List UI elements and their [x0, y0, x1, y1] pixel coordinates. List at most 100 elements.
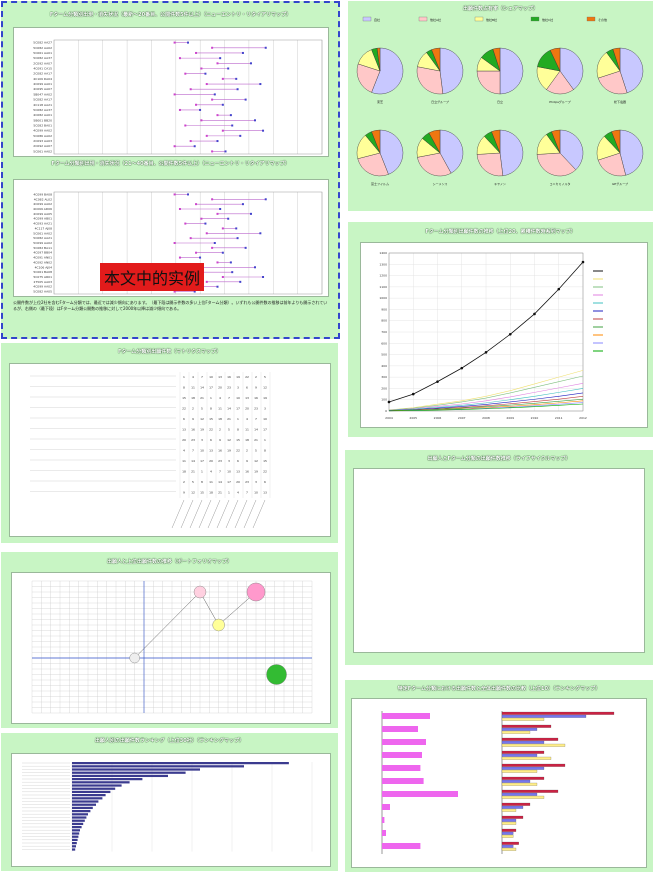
left-bar — [382, 752, 422, 758]
start-marker — [184, 73, 186, 75]
pie-label: GEグループ — [612, 181, 628, 186]
matrix-cell: 10 — [254, 491, 258, 495]
col-leader — [199, 500, 211, 528]
x-tick: 2007 — [458, 416, 466, 420]
end-marker — [250, 213, 252, 215]
matrix-cell: 9 — [183, 491, 185, 495]
y-tick: 800 — [381, 319, 387, 323]
pie-label: 東芝 — [377, 99, 383, 104]
start-marker — [222, 130, 224, 132]
matrix-cell: 10 — [263, 417, 267, 421]
matrix-cell: 23 — [245, 480, 249, 484]
matrix-cell: 6 — [264, 480, 266, 484]
end-marker — [242, 203, 244, 205]
row-label: 5C082 AA05 — [33, 290, 52, 294]
matrix-chart: 1471013161922258111417202336912151821147… — [9, 363, 331, 537]
matrix-cell: 15 — [263, 459, 267, 463]
matrix-cell: 9 — [192, 417, 194, 421]
row-label: 4C091 CA15 — [33, 67, 52, 71]
row-label: 4C099 AA01 — [33, 82, 52, 86]
row-label: 5C082 AA17 — [33, 98, 52, 102]
pie-label: 日立 — [497, 99, 503, 104]
bar — [72, 778, 142, 780]
end-marker — [231, 271, 233, 273]
start-marker — [174, 242, 176, 244]
matrix-cell: 12 — [200, 417, 204, 421]
start-marker — [211, 99, 213, 101]
end-marker — [199, 109, 201, 111]
row-label: 4C118 AA21 — [33, 103, 52, 107]
end-marker — [230, 261, 232, 263]
row-label: 4C091 AN01 — [33, 256, 52, 260]
end-marker — [187, 193, 189, 195]
row-label: 4C092 AN02 — [33, 260, 52, 264]
col-leader — [217, 500, 229, 528]
matrix-cell: 15 — [236, 438, 240, 442]
matrix-cell: 19 — [263, 396, 267, 400]
matrix-cell: 8 — [210, 407, 212, 411]
portfolio-svg — [12, 573, 332, 725]
right-bar — [502, 754, 537, 757]
matrix-cell: 17 — [200, 459, 204, 463]
matrix-cell: 1 — [228, 491, 230, 495]
matrix-cell: 20 — [236, 480, 240, 484]
series-point — [582, 261, 585, 264]
row-label: 5B001 BB20 — [33, 118, 52, 122]
matrix-cell: 8 — [201, 480, 203, 484]
newentry-title-1: Fターム分類別出現・消失状況（最新～20番目、公開件数5件以上）（ニューエントリ… — [3, 11, 338, 18]
end-marker — [227, 68, 229, 70]
end-marker — [239, 281, 241, 283]
matrix-cell: 3 — [228, 459, 230, 463]
start-marker — [190, 237, 192, 239]
start-marker — [211, 198, 213, 200]
matrix-cell: 22 — [209, 428, 213, 432]
start-marker — [200, 218, 202, 220]
right-bar — [502, 764, 565, 767]
y-tick: 1100 — [379, 285, 387, 289]
matrix-cell: 6 — [183, 417, 185, 421]
bar — [72, 788, 115, 790]
end-marker — [245, 247, 247, 249]
col-leader — [253, 500, 265, 528]
right-bar — [502, 848, 516, 851]
right-bar — [502, 728, 537, 731]
cumulative-chart: 0100200300400500600700800900100011001200… — [360, 242, 648, 428]
bar — [72, 791, 110, 793]
end-marker — [214, 242, 216, 244]
pie-label: 富士フイルム — [371, 181, 389, 186]
compare-svg — [352, 699, 648, 869]
bar — [72, 823, 83, 825]
right-bar — [502, 809, 516, 812]
pie-slice — [500, 130, 523, 176]
start-marker — [174, 42, 176, 44]
y-tick: 700 — [381, 330, 387, 334]
matrix-cell: 17 — [209, 386, 213, 390]
col-leader — [181, 500, 193, 528]
start-marker — [216, 62, 218, 64]
matrix-cell: 7 — [246, 491, 248, 495]
legend-swatch — [531, 17, 539, 21]
end-marker — [222, 252, 224, 254]
matrix-title: Fターム分類別出願件数（マトリクスマップ） — [1, 348, 338, 355]
matrix-cell: 5 — [255, 449, 257, 453]
right-bar — [502, 770, 537, 773]
bubble — [194, 586, 206, 598]
end-marker — [235, 78, 237, 80]
series-point — [460, 367, 463, 370]
row-label: 4C082 AL02 — [34, 197, 52, 201]
right-bar — [502, 744, 565, 747]
matrix-cell: 21 — [254, 438, 258, 442]
y-tick: 500 — [381, 353, 387, 357]
start-marker — [206, 83, 208, 85]
row-label: 5C086 AA02 — [33, 134, 52, 138]
matrix-cell: 19 — [227, 449, 231, 453]
start-marker — [184, 223, 186, 225]
ranking-title: 出願人別の出願件数ランキング（上位30社）（ランキングマップ） — [1, 737, 338, 744]
row-label: 4C093 AA21 — [33, 222, 52, 226]
bar — [72, 775, 168, 777]
row-label: 5C061 AA02 — [33, 149, 52, 153]
legend-swatch — [475, 17, 483, 21]
row-label: 4C099 AA02 — [33, 129, 52, 133]
series-point — [436, 380, 439, 383]
right-bar — [502, 803, 530, 806]
